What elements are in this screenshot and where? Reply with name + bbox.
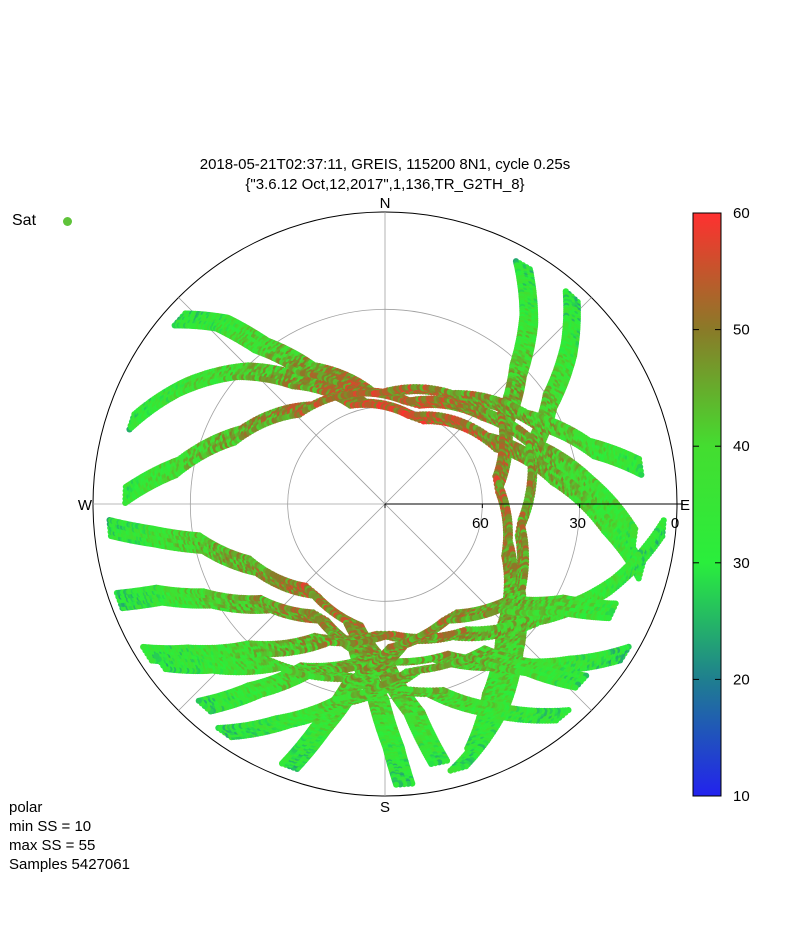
sample-point [630, 541, 637, 548]
grid-spoke [178, 297, 386, 505]
sample-point [447, 767, 454, 774]
data-points [106, 258, 667, 788]
sample-point [635, 575, 642, 582]
